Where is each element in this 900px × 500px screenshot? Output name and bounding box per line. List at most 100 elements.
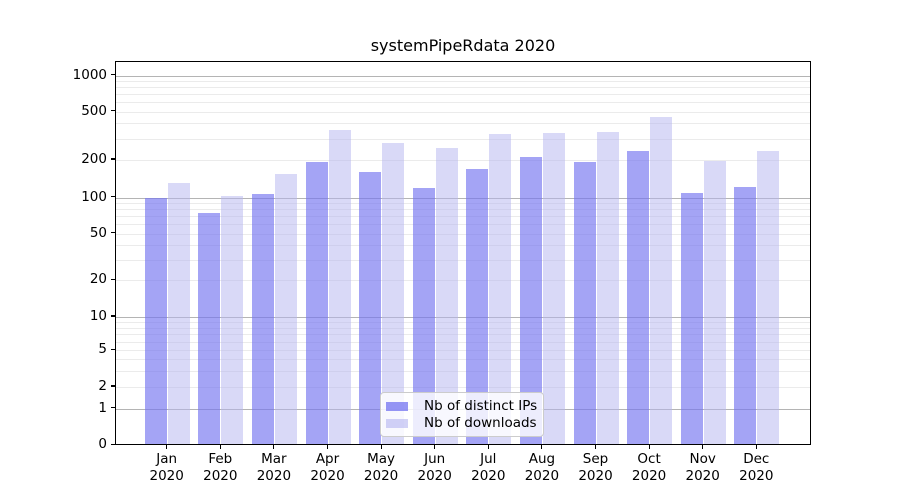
y-tick-label: 50 <box>89 224 107 241</box>
x-tick-label: Jul 2020 <box>471 451 506 484</box>
legend: Nb of distinct IPs Nb of downloads <box>380 392 544 437</box>
gridline-minor <box>116 259 810 261</box>
legend-swatch-downloads <box>386 418 408 428</box>
bar-downloads <box>221 195 244 445</box>
y-tick-mark <box>111 232 115 234</box>
y-tick-label: 1 <box>98 399 107 416</box>
gridline-minor <box>116 94 810 96</box>
legend-swatch-distinct-ips <box>386 401 408 411</box>
bar-distinct-ips <box>359 172 382 445</box>
gridline-minor <box>116 224 810 226</box>
gridline-minor <box>116 327 810 329</box>
y-tick-mark <box>111 196 115 198</box>
y-tick-label: 100 <box>81 188 107 205</box>
bar-downloads <box>382 143 405 445</box>
legend-label-downloads: Nb of downloads <box>424 415 537 431</box>
y-tick-mark <box>111 443 115 445</box>
bar-distinct-ips <box>251 193 274 445</box>
x-tick-label: Jan 2020 <box>149 451 184 484</box>
bar-distinct-ips <box>466 169 489 445</box>
x-tick-label: Nov 2020 <box>685 451 720 484</box>
gridline-major <box>116 197 810 199</box>
gridline-minor <box>116 87 810 89</box>
y-tick-mark <box>111 315 115 317</box>
plot-area <box>115 60 811 445</box>
y-tick-mark <box>111 385 115 387</box>
gridline-minor <box>116 280 810 282</box>
gridline-minor <box>116 123 810 125</box>
bar-distinct-ips <box>680 192 703 445</box>
gridline-minor <box>116 111 810 113</box>
x-tick-label: May 2020 <box>363 451 399 484</box>
gridline-minor <box>116 334 810 336</box>
bar-downloads <box>167 183 190 445</box>
y-tick-label: 500 <box>81 102 107 119</box>
bar-distinct-ips <box>305 161 328 445</box>
x-tick-mark <box>702 444 704 449</box>
x-tick-label: Sep 2020 <box>578 451 613 484</box>
x-tick-mark <box>541 444 543 449</box>
x-tick-label: Oct 2020 <box>631 451 667 484</box>
gridline-minor <box>116 245 810 247</box>
y-tick-label: 5 <box>98 341 107 358</box>
x-tick-mark <box>487 444 489 449</box>
x-tick-mark <box>219 444 221 449</box>
gridline-minor <box>116 341 810 343</box>
bar-distinct-ips <box>198 212 221 445</box>
bar-downloads <box>328 129 351 445</box>
x-tick-label: Dec 2020 <box>739 451 774 484</box>
gridline-minor <box>116 216 810 218</box>
bar-downloads <box>542 132 565 445</box>
x-tick-label: Jun 2020 <box>417 451 452 484</box>
gridline-minor <box>116 322 810 324</box>
y-tick-mark <box>111 74 115 76</box>
y-tick-mark <box>111 158 115 160</box>
y-tick-label: 10 <box>89 308 107 324</box>
gridline-minor <box>116 209 810 211</box>
gridline-minor <box>116 350 810 352</box>
y-tick-mark <box>111 407 115 409</box>
bar-distinct-ips <box>144 197 167 445</box>
y-tick-label: 1000 <box>72 66 107 83</box>
y-tick-mark <box>111 110 115 112</box>
x-tick-mark <box>380 444 382 449</box>
x-tick-label: Aug 2020 <box>524 451 560 484</box>
x-tick-mark <box>755 444 757 449</box>
gridline-minor <box>116 233 810 235</box>
gridline-minor <box>116 359 810 361</box>
x-tick-mark <box>326 444 329 449</box>
x-tick-mark <box>594 444 597 449</box>
bar-downloads <box>274 173 297 445</box>
y-tick-label: 200 <box>81 151 107 167</box>
x-tick-mark <box>273 444 275 449</box>
gridline-minor <box>116 81 810 83</box>
x-tick-mark <box>648 444 650 449</box>
x-tick-label: Mar 2020 <box>256 451 292 484</box>
gridline-minor <box>116 138 810 140</box>
bar-downloads <box>703 160 726 445</box>
legend-label-distinct-ips: Nb of distinct IPs <box>424 398 538 414</box>
bar-downloads <box>596 132 619 445</box>
chart-title: systemPipeRdata 2020 <box>370 36 556 55</box>
gridline-minor <box>116 203 810 205</box>
bar-downloads <box>489 133 512 445</box>
x-tick-mark <box>166 444 168 449</box>
y-tick-label: 20 <box>89 271 107 288</box>
y-tick-mark <box>111 278 115 280</box>
gridline-major <box>116 75 810 77</box>
bar-downloads <box>650 117 673 445</box>
x-tick-label: Apr 2020 <box>310 451 345 484</box>
gridline-minor <box>116 387 810 388</box>
bar-distinct-ips <box>573 161 596 445</box>
y-tick-label: 2 <box>98 378 107 394</box>
bar-downloads <box>435 148 458 445</box>
bar-distinct-ips <box>734 186 757 445</box>
bar-downloads <box>757 151 780 445</box>
y-tick-label: 0 <box>98 436 107 453</box>
x-tick-label: Feb 2020 <box>203 451 238 484</box>
bar-distinct-ips <box>519 156 542 445</box>
y-tick-mark <box>111 348 115 350</box>
legend-item-distinct-ips: Nb of distinct IPs <box>386 398 538 414</box>
legend-item-downloads: Nb of downloads <box>386 415 537 431</box>
